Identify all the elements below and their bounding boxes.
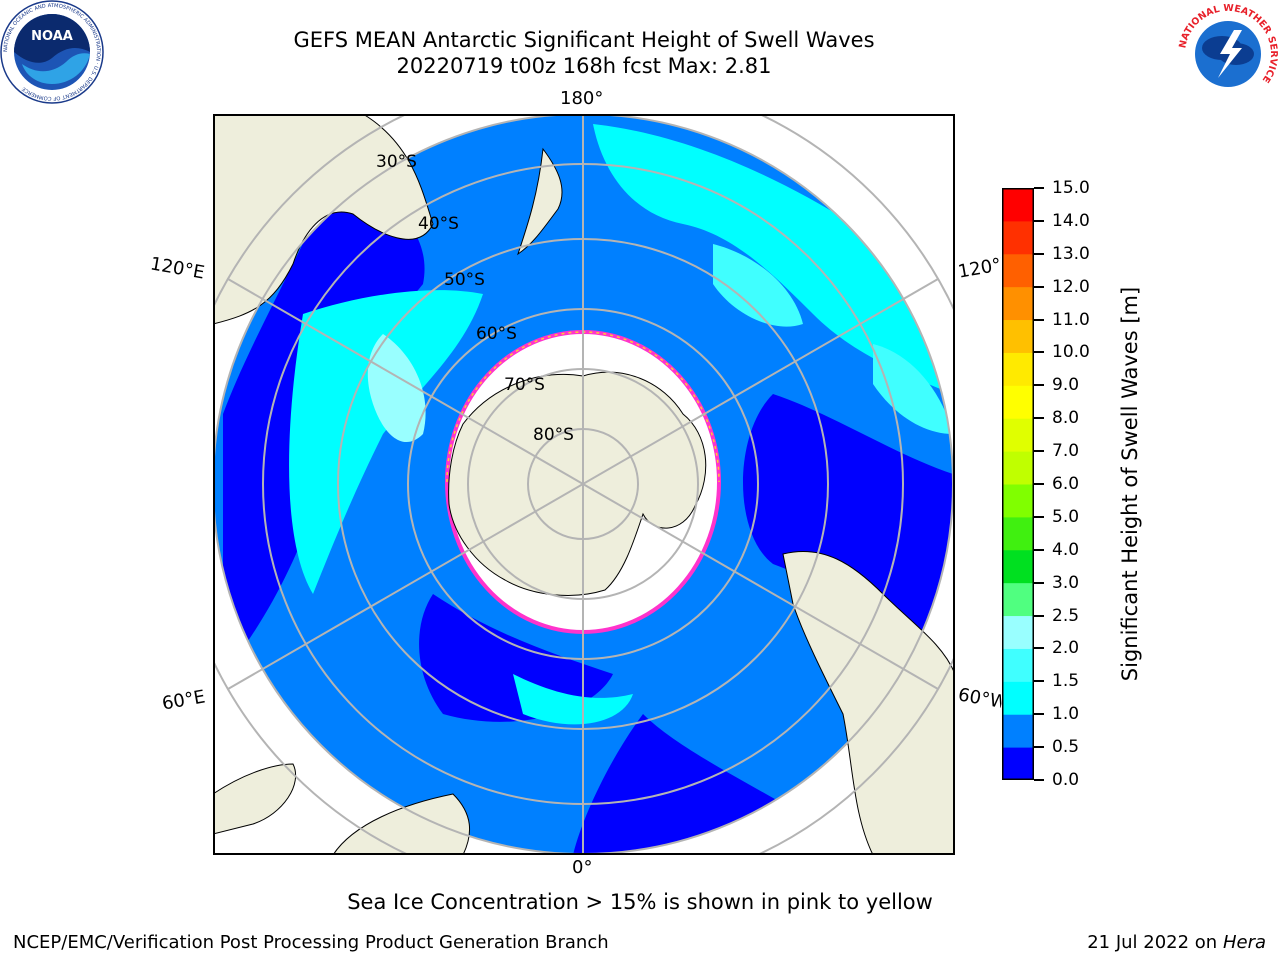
colorbar-tick-mark [1034, 647, 1044, 650]
colorbar-tick-mark [1034, 548, 1044, 551]
colorbar-tick-mark [1034, 219, 1044, 222]
colorbar-label: Significant Height of Swell Waves [m] [1118, 286, 1142, 682]
sea-ice-note: Sea Ice Concentration > 15% is shown in … [347, 890, 933, 914]
colorbar-tick-mark [1034, 450, 1044, 453]
colorbar-tick-mark [1034, 187, 1044, 189]
colorbar-segment [1002, 516, 1034, 551]
colorbar-tick-mark [1034, 483, 1044, 485]
colorbar-tick-mark [1034, 746, 1044, 749]
colorbar-segment [1002, 385, 1034, 419]
colorbar-tick-mark [1034, 779, 1044, 781]
footer-date-text: 21 Jul 2022 on [1087, 932, 1223, 953]
colorbar-tick-label: 0.5 [1052, 737, 1080, 758]
colorbar-tick-label: 5.0 [1052, 506, 1080, 527]
colorbar-segment [1002, 714, 1034, 748]
footer-date: 21 Jul 2022 on Hera [1087, 932, 1266, 953]
colorbar-tick-mark [1034, 351, 1044, 354]
colorbar-segment [1002, 220, 1034, 255]
colorbar-tick-label: 1.0 [1052, 704, 1080, 725]
lat-label-30s: 30°S [376, 152, 417, 172]
madagascar [213, 763, 297, 835]
colorbar-segment [1002, 451, 1034, 485]
colorbar-tick-label: 15.0 [1052, 178, 1090, 198]
colorbar-tick-label: 12.0 [1052, 276, 1090, 297]
lon-label-0: 0° [572, 857, 593, 878]
colorbar-segment [1002, 286, 1034, 321]
colorbar-segment [1002, 582, 1034, 617]
colorbar-tick-label: 6.0 [1052, 474, 1080, 494]
colorbar-segment [1002, 484, 1034, 518]
colorbar-tick-mark [1034, 515, 1044, 518]
australia [213, 114, 434, 325]
colorbar-tick-mark [1034, 285, 1044, 288]
lat-label-40s: 40°S [418, 214, 459, 234]
lon-label-120w: 120°W [956, 254, 1004, 283]
lat-label-60s: 60°S [476, 324, 517, 344]
lon-label-60e: 60°E [160, 686, 207, 715]
lat-label-50s: 50°S [444, 270, 485, 290]
colorbar-segment [1002, 319, 1034, 353]
colorbar-tick-mark [1034, 581, 1044, 584]
colorbar-segment [1002, 188, 1034, 222]
colorbar [1002, 188, 1034, 780]
colorbar-tick-label: 11.0 [1052, 309, 1090, 330]
colorbar-tick-label: 13.0 [1052, 243, 1090, 264]
lon-label-120e: 120°E [148, 253, 207, 284]
map-title: GEFS MEAN Antarctic Significant Height o… [293, 28, 875, 52]
colorbar-segment [1002, 747, 1034, 780]
lat-label-70s: 70°S [504, 375, 545, 395]
colorbar-tick-mark [1034, 713, 1044, 716]
colorbar-tick-label: 0.0 [1052, 770, 1080, 790]
colorbar-segment [1002, 418, 1034, 452]
colorbar-tick-mark [1034, 680, 1044, 683]
colorbar-tick-label: 9.0 [1052, 375, 1080, 396]
colorbar-segment [1002, 253, 1034, 288]
colorbar-tick-mark [1034, 252, 1044, 255]
colorbar-tick-label: 2.0 [1052, 638, 1080, 659]
colorbar-segment [1002, 352, 1034, 386]
antarctica [448, 371, 707, 596]
lon-label-180: 180° [560, 88, 604, 109]
nws-logo: NATIONAL WEATHER SERVICE [1177, 3, 1279, 104]
colorbar-tick-label: 3.0 [1052, 572, 1080, 593]
new-zealand [517, 147, 563, 256]
colorbar-segment [1002, 648, 1034, 682]
lon-label-60w: 60°W [956, 684, 1004, 713]
footer-branch: NCEP/EMC/Verification Post Processing Pr… [13, 932, 609, 953]
polar-map [213, 114, 955, 855]
footer-machine: Hera [1222, 932, 1266, 953]
colorbar-segment [1002, 615, 1034, 649]
colorbar-tick-label: 4.0 [1052, 539, 1080, 560]
colorbar-tick-label: 8.0 [1052, 408, 1080, 429]
colorbar-tick-label: 7.0 [1052, 441, 1080, 462]
colorbar-segment [1002, 549, 1034, 584]
colorbar-segment [1002, 681, 1034, 715]
africa [332, 793, 471, 855]
colorbar-tick-mark [1034, 614, 1044, 617]
noaa-logo: NATIONAL OCEANIC AND ATMOSPHERIC ADMINIS… [0, 0, 104, 104]
map-subtitle: 20220719 t00z 168h fcst Max: 2.81 [396, 54, 772, 78]
colorbar-tick-label: 2.5 [1052, 605, 1080, 626]
colorbar-tick-label: 14.0 [1052, 210, 1090, 231]
svg-text:NOAA: NOAA [31, 29, 73, 44]
colorbar-tick-mark [1034, 417, 1044, 420]
colorbar-tick-label: 1.5 [1052, 671, 1080, 692]
colorbar-tick-label: 10.0 [1052, 342, 1090, 363]
colorbar-tick-mark [1034, 384, 1044, 387]
colorbar-tick-mark [1034, 318, 1044, 321]
lat-label-80s: 80°S [533, 425, 574, 445]
